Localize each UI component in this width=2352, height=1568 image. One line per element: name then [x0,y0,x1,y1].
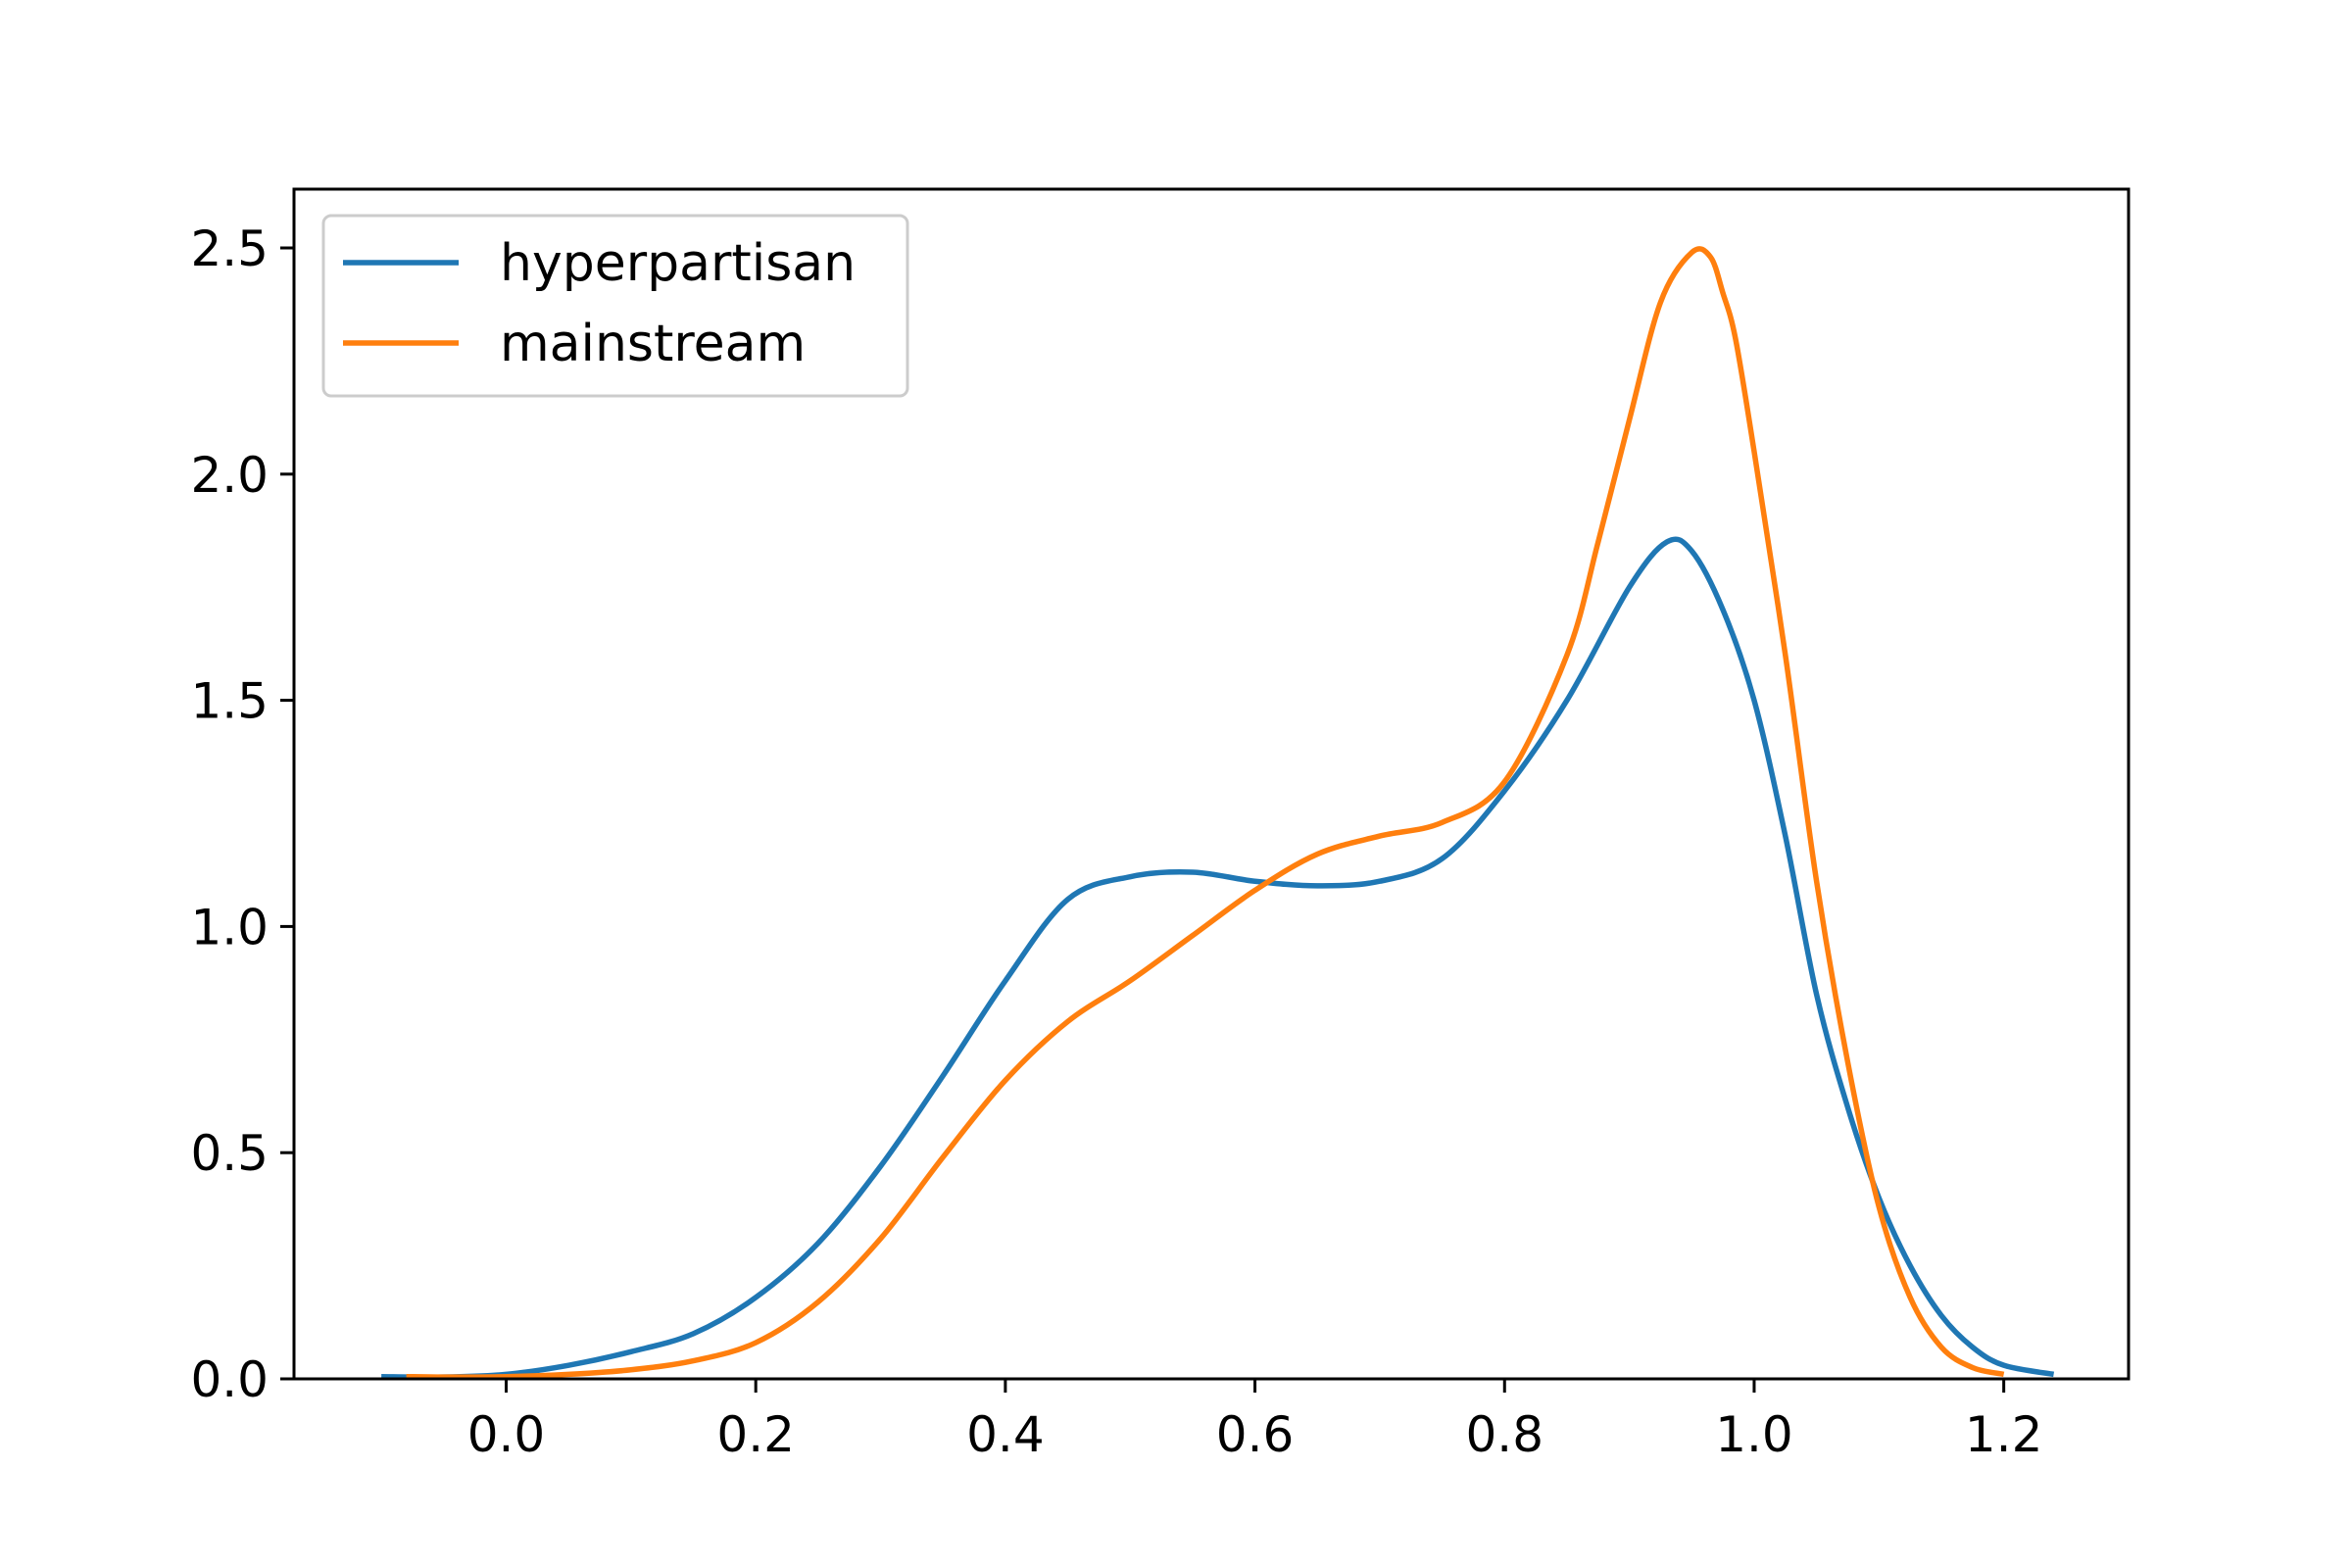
x-tick-label: 0.8 [1465,1406,1544,1463]
y-tick-label: 1.5 [190,673,269,730]
y-tick-label: 2.5 [190,220,269,277]
x-tick-label: 0.6 [1216,1406,1295,1463]
x-tick-label: 1.2 [1965,1406,2043,1463]
y-tick-label: 0.0 [190,1351,269,1408]
series-line-mainstream [406,246,2005,1380]
series-layer [381,246,2055,1381]
plot-frame [292,187,2131,1381]
x-tick-label: 0.0 [467,1406,546,1463]
x-tick-label: 1.0 [1715,1406,1793,1463]
x-axis: 0.0 0.2 0.4 0.6 0.8 1.0 1.2 [467,1379,2043,1463]
legend-label: hyperpartisan [500,234,856,293]
x-tick-label: 0.2 [716,1406,795,1463]
y-axis: 0.0 0.5 1.0 1.5 2.0 2.5 [190,220,294,1408]
legend-box [321,214,909,398]
x-tick-label: 0.4 [966,1406,1045,1463]
y-tick-label: 2.0 [190,447,269,504]
legend-label: mainstream [500,315,806,373]
y-tick-label: 1.0 [190,899,269,956]
legend: hyperpartisan mainstream [321,214,909,398]
series-line-hyperpartisan [381,536,2055,1381]
y-tick-label: 0.5 [190,1125,269,1182]
